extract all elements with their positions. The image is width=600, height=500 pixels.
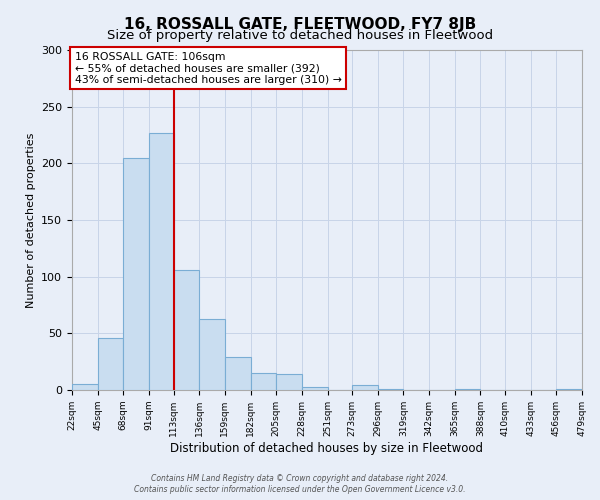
X-axis label: Distribution of detached houses by size in Fleetwood: Distribution of detached houses by size …: [170, 442, 484, 454]
Bar: [352, 386, 378, 390]
Bar: [556, 389, 582, 390]
Bar: [173, 270, 199, 390]
Bar: [199, 318, 225, 390]
Text: Size of property relative to detached houses in Fleetwood: Size of property relative to detached ho…: [107, 29, 493, 42]
Bar: [149, 132, 173, 390]
Bar: [98, 338, 124, 390]
Bar: [378, 389, 403, 390]
Bar: [124, 158, 149, 390]
Y-axis label: Number of detached properties: Number of detached properties: [26, 132, 35, 308]
Bar: [276, 374, 302, 390]
Bar: [455, 389, 481, 390]
Bar: [225, 357, 251, 390]
Text: 16, ROSSALL GATE, FLEETWOOD, FY7 8JB: 16, ROSSALL GATE, FLEETWOOD, FY7 8JB: [124, 18, 476, 32]
Text: Contains HM Land Registry data © Crown copyright and database right 2024.
Contai: Contains HM Land Registry data © Crown c…: [134, 474, 466, 494]
Bar: [72, 384, 98, 390]
Bar: [251, 373, 276, 390]
Text: 16 ROSSALL GATE: 106sqm
← 55% of detached houses are smaller (392)
43% of semi-d: 16 ROSSALL GATE: 106sqm ← 55% of detache…: [74, 52, 341, 85]
Bar: [302, 386, 328, 390]
